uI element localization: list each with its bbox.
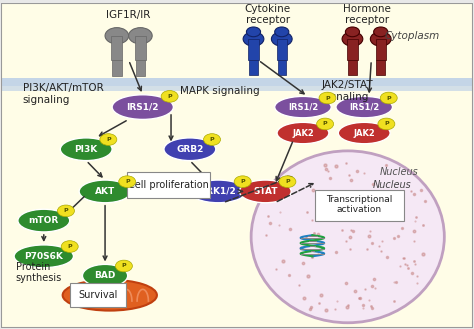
Circle shape (319, 92, 336, 104)
Ellipse shape (14, 245, 73, 267)
Text: P: P (386, 95, 391, 101)
Ellipse shape (164, 138, 216, 161)
FancyBboxPatch shape (128, 172, 210, 198)
Text: ERK1/2: ERK1/2 (201, 187, 236, 196)
Text: IRS1/2: IRS1/2 (127, 103, 159, 112)
Circle shape (234, 176, 251, 188)
Circle shape (203, 134, 220, 145)
Text: P: P (240, 179, 245, 184)
Text: BAD: BAD (94, 271, 116, 280)
Text: Cytoplasm: Cytoplasm (384, 31, 439, 41)
Text: P: P (122, 264, 126, 268)
FancyBboxPatch shape (277, 60, 286, 75)
Text: Nucleus: Nucleus (380, 167, 419, 177)
Text: Cell proliferation: Cell proliferation (128, 180, 209, 190)
Text: GRB2: GRB2 (176, 145, 203, 154)
Ellipse shape (239, 180, 291, 203)
Text: Protein
synthesis: Protein synthesis (16, 262, 62, 283)
Text: P: P (323, 121, 328, 126)
Text: P: P (67, 244, 72, 249)
Circle shape (100, 134, 117, 145)
Ellipse shape (112, 95, 173, 119)
Text: P: P (285, 179, 290, 184)
FancyBboxPatch shape (111, 36, 122, 60)
Circle shape (272, 32, 292, 46)
FancyBboxPatch shape (135, 36, 146, 60)
Ellipse shape (18, 209, 70, 232)
Ellipse shape (275, 96, 331, 118)
Text: P: P (210, 137, 214, 142)
Circle shape (118, 176, 136, 188)
Ellipse shape (79, 180, 131, 203)
Circle shape (128, 28, 152, 44)
FancyBboxPatch shape (249, 60, 258, 75)
Text: IRS1/2: IRS1/2 (349, 103, 379, 112)
Text: Transcriptional
activation: Transcriptional activation (326, 195, 392, 214)
Circle shape (246, 27, 261, 37)
Text: P: P (325, 95, 330, 101)
Circle shape (279, 176, 296, 188)
FancyBboxPatch shape (1, 78, 473, 86)
Ellipse shape (63, 280, 157, 311)
Circle shape (275, 27, 289, 37)
FancyBboxPatch shape (347, 39, 357, 60)
FancyBboxPatch shape (1, 86, 473, 90)
Ellipse shape (82, 265, 128, 287)
Text: IGF1R/IR: IGF1R/IR (107, 10, 151, 20)
Text: STAT: STAT (253, 187, 277, 196)
Circle shape (161, 90, 178, 102)
Text: P: P (106, 137, 110, 142)
Text: PI3K: PI3K (74, 145, 98, 154)
Ellipse shape (338, 122, 390, 144)
FancyBboxPatch shape (248, 39, 259, 60)
Text: Cytokine
receptor: Cytokine receptor (245, 4, 291, 25)
Ellipse shape (60, 138, 112, 161)
Circle shape (374, 27, 388, 37)
Text: P: P (64, 208, 68, 214)
Text: AKT: AKT (95, 187, 115, 196)
Text: MAPK signaling: MAPK signaling (181, 86, 260, 96)
Circle shape (116, 260, 132, 272)
Ellipse shape (251, 151, 444, 323)
Text: PI3K/AKT/mTOR
signaling: PI3K/AKT/mTOR signaling (23, 83, 103, 105)
Circle shape (342, 32, 363, 46)
Text: P: P (167, 94, 172, 99)
Text: JAK2: JAK2 (353, 129, 375, 138)
FancyBboxPatch shape (315, 190, 404, 221)
Text: IRS1/2: IRS1/2 (288, 103, 318, 112)
Circle shape (380, 92, 397, 104)
Text: P: P (384, 121, 389, 126)
Text: Survival: Survival (78, 290, 118, 300)
Text: Nucleus: Nucleus (373, 180, 411, 190)
Circle shape (378, 118, 395, 130)
Circle shape (61, 241, 78, 252)
FancyBboxPatch shape (136, 60, 145, 76)
Circle shape (57, 205, 74, 217)
Circle shape (105, 28, 128, 44)
FancyBboxPatch shape (375, 39, 386, 60)
Circle shape (243, 32, 264, 46)
FancyBboxPatch shape (70, 283, 126, 307)
Circle shape (346, 27, 359, 37)
FancyBboxPatch shape (277, 39, 287, 60)
Text: P70S6K: P70S6K (24, 252, 63, 261)
Text: JAK2: JAK2 (292, 129, 314, 138)
FancyBboxPatch shape (348, 60, 357, 75)
FancyBboxPatch shape (112, 60, 121, 76)
Text: mTOR: mTOR (28, 216, 59, 225)
Text: Hormone
receptor: Hormone receptor (343, 4, 391, 25)
FancyBboxPatch shape (1, 3, 473, 328)
Text: JAK2/STAT
signaling: JAK2/STAT signaling (322, 80, 374, 102)
FancyBboxPatch shape (376, 60, 385, 75)
Circle shape (317, 118, 334, 130)
Ellipse shape (336, 96, 392, 118)
Circle shape (370, 32, 391, 46)
Ellipse shape (190, 180, 246, 203)
Text: P: P (125, 179, 129, 184)
Ellipse shape (277, 122, 329, 144)
